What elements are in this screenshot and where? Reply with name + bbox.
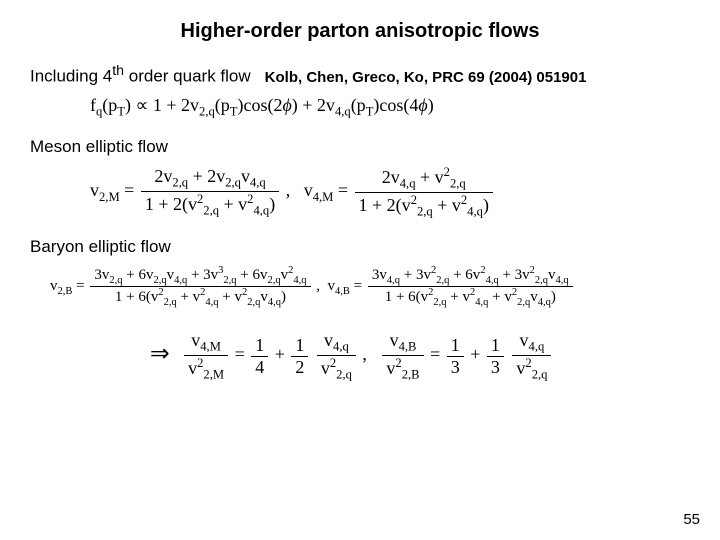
equation-ratios: ⇒ v4,M v22,M = 14 + 12 v4,q v22,q , v4,B… [150, 330, 690, 382]
slide-number: 55 [683, 511, 700, 528]
meson-heading: Meson elliptic flow [30, 137, 690, 157]
equation-baryon: v2,B = 3v2,q + 6v2,qv4,q + 3v32,q + 6v2,… [50, 265, 690, 308]
baryon-heading: Baryon elliptic flow [30, 237, 690, 257]
including-text: Including 4th order quark flow [30, 63, 251, 87]
equation-meson: v2,M = 2v2,q + 2v2,qv4,q 1 + 2(v22,q + v… [90, 165, 690, 219]
implies-icon: ⇒ [150, 341, 170, 367]
slide-title: Higher-order parton anisotropic flows [30, 20, 690, 43]
reference-text: Kolb, Chen, Greco, Ko, PRC 69 (2004) 051… [265, 69, 587, 86]
equation-quark-flow: fq(pT) ∝ 1 + 2v2,q(pT)cos(2ϕ) + 2v4,q(pT… [90, 95, 690, 120]
subtitle-line: Including 4th order quark flow Kolb, Che… [30, 63, 690, 87]
